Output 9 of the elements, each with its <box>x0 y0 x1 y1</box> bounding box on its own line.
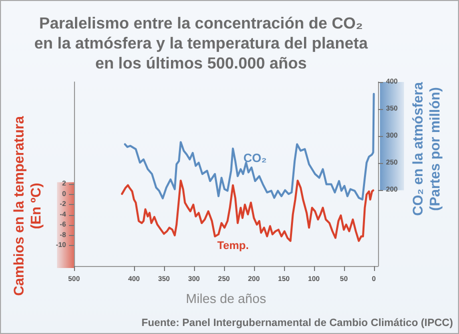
y2-axis-title: CO₂ en la atmósfera (Partes por millón) <box>410 82 442 216</box>
line-series <box>124 92 375 200</box>
series-label: CO₂ <box>243 151 267 165</box>
x-axis-title: Miles de años <box>186 291 267 306</box>
line-series <box>120 180 374 242</box>
y-axis-title: Cambios en la temperatura (En ºC) <box>10 116 44 296</box>
chart-title: Paralelismo entre la concentración de CO₂ en la atmósfera y la temperatura del planeta en los últimos 500.000 años <box>34 16 368 72</box>
source-note: Fuente: Panel Intergubernamental de Cambio Climático (IPCC) <box>141 317 453 329</box>
series-label: Temp. <box>217 240 249 252</box>
